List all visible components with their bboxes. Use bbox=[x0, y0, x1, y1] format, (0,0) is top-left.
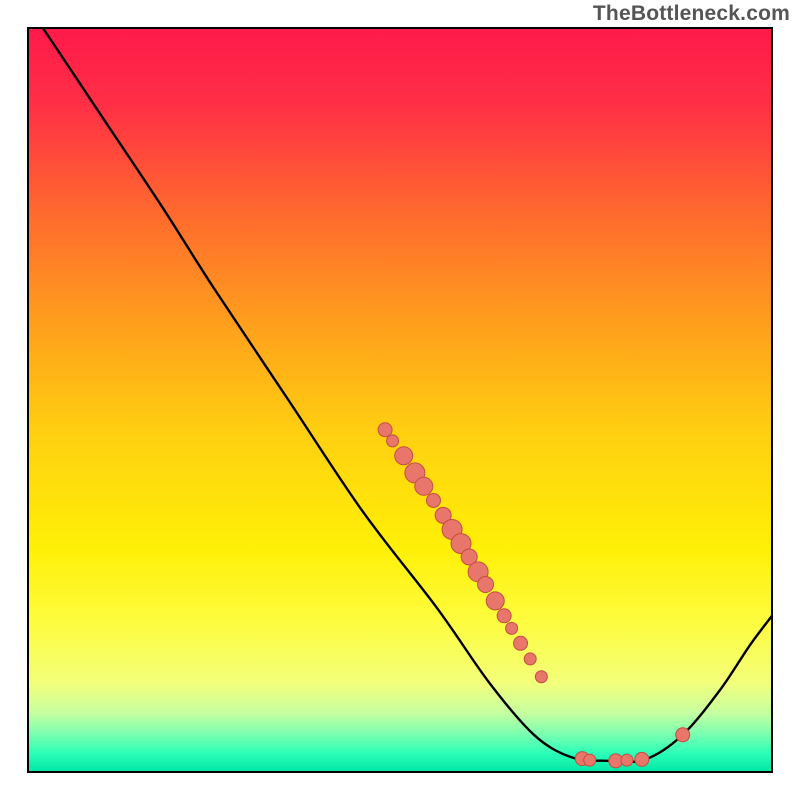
chart-canvas bbox=[0, 0, 800, 800]
data-marker bbox=[387, 435, 399, 447]
data-marker bbox=[395, 447, 413, 465]
data-marker bbox=[506, 622, 518, 634]
data-marker bbox=[535, 671, 547, 683]
bottleneck-chart: TheBottleneck.com bbox=[0, 0, 800, 800]
data-marker bbox=[378, 423, 392, 437]
data-marker bbox=[478, 577, 494, 593]
attribution-label: TheBottleneck.com bbox=[593, 2, 790, 26]
data-marker bbox=[514, 636, 528, 650]
data-marker bbox=[486, 592, 504, 610]
data-marker bbox=[621, 754, 633, 766]
data-marker bbox=[676, 728, 690, 742]
data-marker bbox=[635, 752, 649, 766]
data-marker bbox=[524, 653, 536, 665]
data-marker bbox=[584, 754, 596, 766]
data-marker bbox=[415, 477, 433, 495]
plot-background bbox=[28, 28, 772, 772]
data-marker bbox=[426, 493, 440, 507]
data-marker bbox=[497, 609, 511, 623]
